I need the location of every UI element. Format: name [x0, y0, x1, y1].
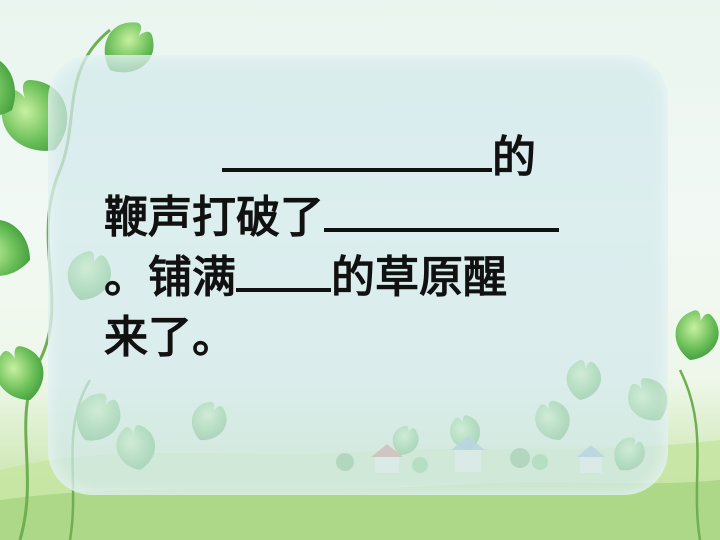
answer-blank-1 [222, 130, 492, 172]
passage-text: 的草原醒 [331, 252, 507, 303]
passage-line-4: 来了。 [104, 308, 624, 368]
passage-text: 鞭声打破了 [104, 192, 324, 243]
passage-line-3: 。铺满 的草原醒 [104, 248, 624, 308]
answer-blank-2 [324, 190, 559, 232]
fill-in-blank-passage: 的 鞭声打破了 。铺满 的草原醒 来了。 [104, 128, 624, 368]
passage-text: 的 [492, 132, 536, 183]
passage-line-2: 鞭声打破了 [104, 188, 624, 248]
answer-blank-3 [236, 250, 331, 292]
passage-text: 。铺满 [104, 252, 236, 303]
passage-line-1: 的 [104, 128, 624, 188]
passage-text: 来了。 [104, 312, 236, 363]
content-panel [48, 55, 668, 495]
